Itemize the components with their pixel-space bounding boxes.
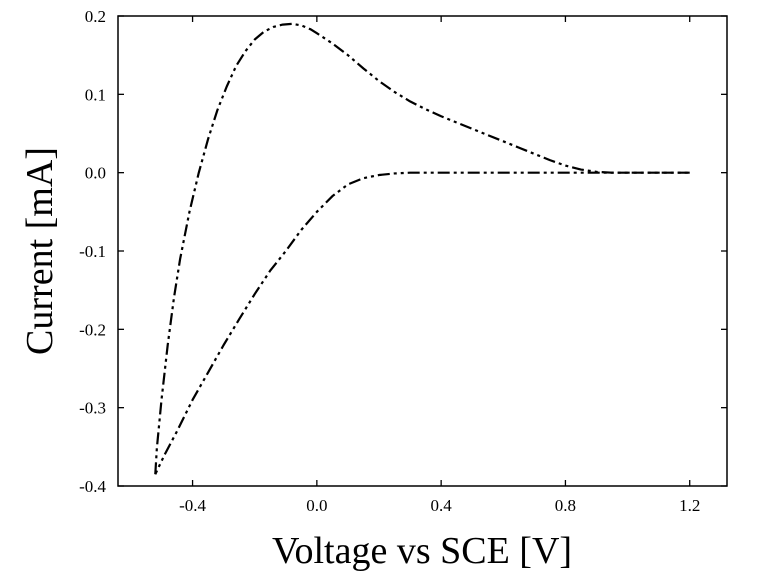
y-tick-label: 0.1 [85, 85, 106, 104]
x-tick-label: -0.4 [179, 496, 206, 515]
x-tick-label: 0.8 [555, 496, 576, 515]
x-tick-label: 0.4 [431, 496, 453, 515]
y-tick-label: 0.0 [85, 164, 106, 183]
series-line-1 [154, 22, 690, 475]
x-tick-label: 0.0 [306, 496, 327, 515]
x-axis-title: Voltage vs SCE [V] [272, 530, 572, 572]
y-tick-label: -0.3 [79, 399, 106, 418]
y-tick-label: -0.1 [79, 242, 106, 261]
y-tick-label: -0.2 [79, 320, 106, 339]
tick-marks [118, 15, 727, 487]
series-line-2 [154, 171, 690, 475]
y-axis-title: Current [mA] [19, 147, 61, 355]
y-tick-label: -0.4 [79, 477, 106, 496]
plot-frame [117, 15, 728, 487]
tick-labels: -0.4 0.0 0.4 0.8 1.2 -0.4 -0.3 -0.2 -0.1 0.0 0.1 0.… [79, 7, 700, 515]
y-tick-label: 0.2 [85, 7, 106, 26]
series-layer [154, 22, 690, 475]
x-tick-label: 1.2 [679, 496, 700, 515]
